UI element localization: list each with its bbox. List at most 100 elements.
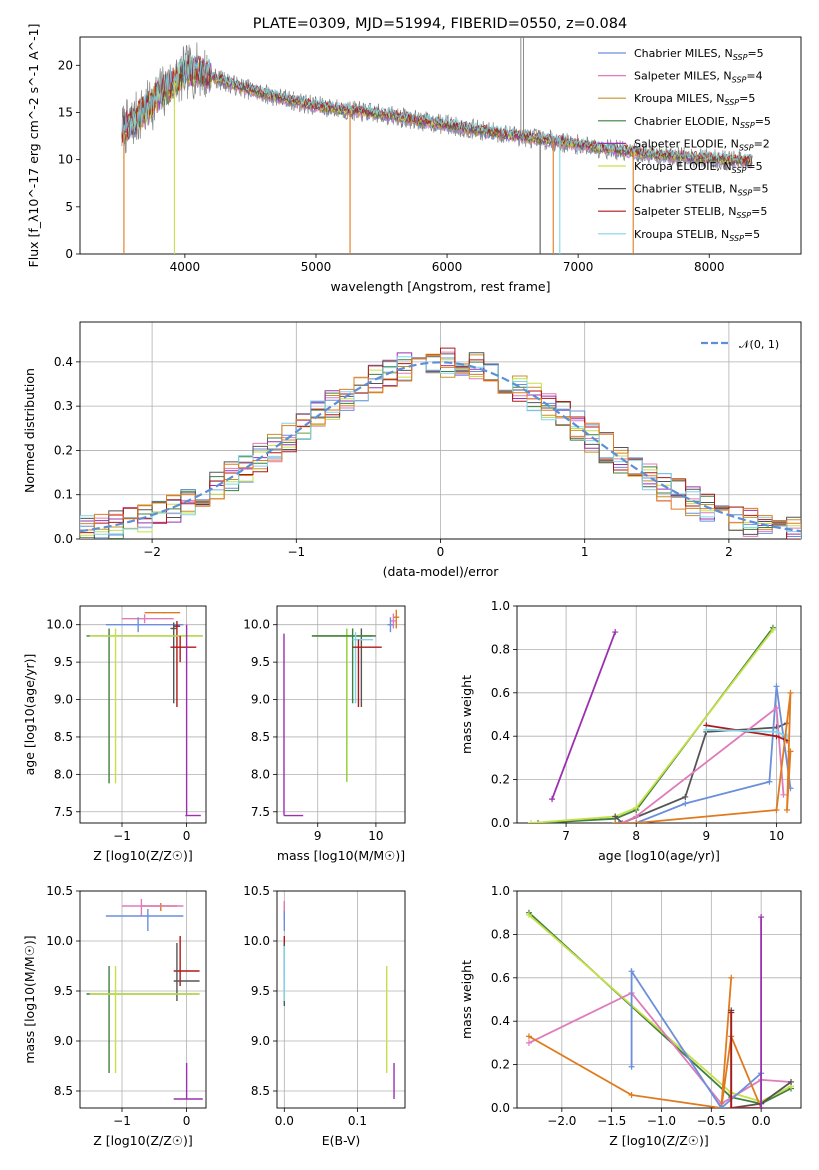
- chart-weight_vs_age: 7 8 9 10 0.0 0.2 0.4 0.6 0.8 1.0 age [log10(age/yr…: [459, 599, 802, 863]
- y-axis-label: age [log10(age/yr)]: [22, 654, 37, 776]
- gridlines: [517, 605, 801, 824]
- y-tick-label: 10.0: [46, 934, 73, 948]
- x-tick-label: −0.5: [697, 1114, 726, 1128]
- weight-lines: [525, 909, 795, 1108]
- weight-marker: [718, 1105, 725, 1108]
- legend-label-sub: SSP: [732, 76, 747, 85]
- y-tick-label: 0.2: [54, 443, 73, 457]
- weight-marker: [628, 1063, 635, 1070]
- weight-series-line: [618, 686, 792, 823]
- legend-label-sub: SSP: [729, 234, 744, 243]
- axes-frame: [276, 605, 406, 824]
- x-axis-label: Z [log10(Z/Z☉)]: [93, 848, 193, 863]
- x-tick-label: −2: [143, 545, 161, 559]
- axes-frame: [79, 321, 802, 540]
- weight-series-line: [621, 706, 785, 823]
- weight-marker: [758, 914, 765, 921]
- legend-label-sub: SSP: [733, 53, 748, 62]
- weight-lines: [528, 624, 794, 823]
- y-tick-label: 10: [58, 153, 73, 167]
- x-tick-label: 0: [437, 545, 445, 559]
- y-tick-label: 8.0: [54, 767, 73, 781]
- y-axis-label: mass weight: [459, 960, 474, 1039]
- weight-marker: [612, 820, 619, 823]
- x-tick-label: 2: [725, 545, 733, 559]
- x-tick-label: 0.1: [348, 1114, 367, 1128]
- y-tick-label: 0.4: [54, 355, 73, 369]
- x-axis-label: wavelength [Angstrom, rest frame]: [330, 279, 550, 294]
- weight-marker: [535, 820, 542, 823]
- legend-label-sub: SSP: [732, 166, 747, 175]
- x-tick-label: 0.0: [275, 1114, 294, 1128]
- ticks: −2 −1 0 1 2 0.0 0.1 0.2 0.3 0.4: [54, 355, 733, 559]
- weight-marker: [612, 813, 619, 820]
- errorbars: [86, 899, 203, 1100]
- legend-label-main: Salpeter STELIB, N: [634, 205, 736, 218]
- y-tick-label: 0.0: [54, 532, 73, 546]
- weight-marker: [525, 1033, 532, 1040]
- y-tick-label: 9.0: [251, 693, 270, 707]
- x-axis-label: age [log10(age/yr)]: [598, 848, 720, 863]
- legend-label-main: Salpeter MILES, N: [634, 70, 732, 83]
- x-axis-label: E(B-V): [322, 1133, 361, 1148]
- weight-marker: [773, 806, 780, 813]
- y-tick-label: 0.6: [491, 686, 510, 700]
- axes-frame: [79, 605, 207, 824]
- gaussian-curve: [80, 361, 801, 533]
- legend-label-sub: SSP: [736, 211, 751, 220]
- legend-label-main: Chabrier MILES, N: [634, 47, 733, 60]
- x-tick-label: 8: [632, 829, 640, 843]
- weight-marker: [615, 820, 622, 823]
- axes-frame: [516, 890, 802, 1109]
- weight-series-line: [630, 968, 762, 1108]
- chart-mass_vs_Z: −1 0 8.5 9.0 9.5 10.0 10.5 Z [log10(Z/Z☉)] mass …: [22, 884, 207, 1148]
- weight-marker: [766, 778, 773, 785]
- x-tick-label: 10: [769, 829, 784, 843]
- y-axis-label: mass weight: [459, 675, 474, 754]
- weight-marker: [728, 974, 735, 981]
- y-tick-label: 10.5: [46, 884, 73, 898]
- y-tick-label: 0: [65, 247, 73, 261]
- y-tick-label: 7.5: [54, 805, 73, 819]
- ticks: −1 0 7.5 8.0 8.5 9.0 9.5 10.0: [46, 618, 190, 843]
- x-tick-label: 6000: [432, 260, 463, 274]
- legend-label: Chabrier STELIB, NSSP=5: [634, 183, 768, 198]
- legend-label-suffix: =5: [739, 92, 755, 105]
- legend-label-main: Kroupa ELODIE, N: [634, 160, 732, 173]
- residual-legend: 𝒩(0, 1): [701, 338, 779, 351]
- weight-marker: [682, 800, 689, 807]
- chart-age_vs_Z: −1 0 7.5 8.0 8.5 9.0 9.5 10.0 Z [log10(Z/Z☉)] age…: [22, 605, 207, 863]
- y-tick-label: 9.0: [54, 693, 73, 707]
- legend-label-suffix: =4: [746, 70, 762, 83]
- y-tick-label: 8.5: [251, 1084, 270, 1098]
- weight-marker: [633, 813, 640, 820]
- weight-marker: [619, 820, 626, 823]
- axes-frame: [79, 890, 207, 1109]
- y-tick-label: 10.0: [46, 618, 73, 632]
- y-tick-label: 0.0: [491, 1101, 510, 1115]
- legend-label-main: Chabrier ELODIE, N: [634, 115, 740, 128]
- y-axis-label: Flux [f_λ10^-17 erg cm^-2 s^-1 A^-1]: [26, 24, 41, 268]
- weight-marker: [728, 1009, 735, 1016]
- weight-marker: [703, 726, 710, 733]
- legend-label-sub: SSP: [724, 98, 739, 107]
- x-tick-label: −1: [113, 1114, 131, 1128]
- weight-marker: [682, 793, 689, 800]
- y-tick-label: 8.5: [251, 730, 270, 744]
- y-tick-label: 15: [58, 105, 73, 119]
- weight-marker: [783, 806, 790, 813]
- weight-marker: [628, 1091, 635, 1098]
- chart-weight_vs_Z: −2.0 −1.5 −1.0 −0.5 0.0 0.0 0.2 0.4 0.6 0.8 1.0 Z […: [459, 884, 802, 1148]
- y-tick-label: 9.5: [54, 984, 73, 998]
- legend-label: Kroupa MILES, NSSP=5: [634, 92, 755, 107]
- legend-label-sub: SSP: [740, 121, 755, 130]
- y-tick-label: 0.4: [491, 729, 510, 743]
- x-tick-label: 7000: [563, 260, 594, 274]
- weight-series-line: [530, 629, 774, 823]
- x-tick-label: 9: [703, 829, 711, 843]
- weight-marker: [780, 791, 787, 798]
- y-tick-label: 8.5: [54, 1084, 73, 1098]
- errorbars: [283, 901, 395, 1099]
- spectrum-lines: [121, 37, 753, 254]
